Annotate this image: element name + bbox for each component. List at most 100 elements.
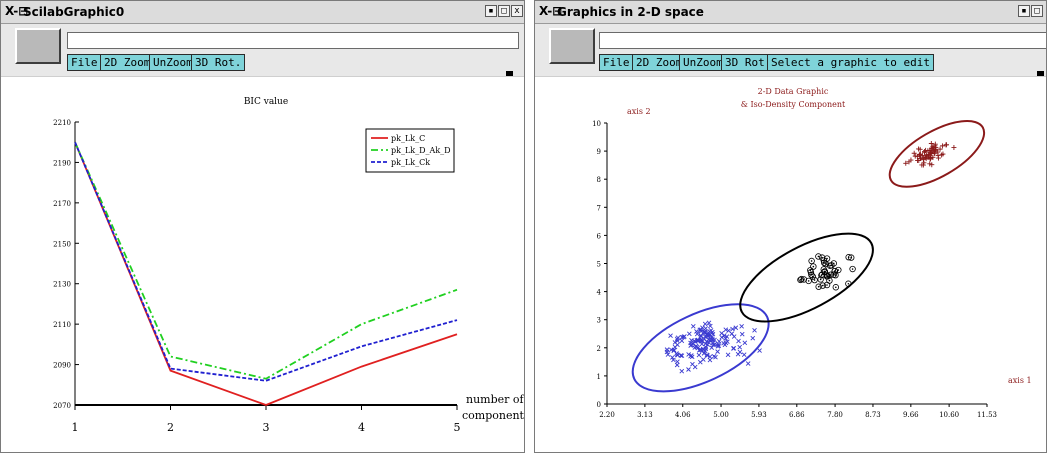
x-tick-label: 5.93 [751,411,767,419]
resize-handle[interactable] [506,71,513,78]
x-tick-label: 2.20 [599,411,615,419]
chart-title-line1: 2-D Data Graphic [758,87,829,96]
y-tick-label: 10 [592,120,601,128]
menu-3d-rot[interactable]: 3D Rot. [721,54,776,71]
x-tick-label: 1 [72,421,79,434]
y-tick-label: 2170 [53,200,71,208]
scilab-graphic-window: X-⊟ ScilabGraphic0 ▪ □ x File 2D Zoom Un… [0,0,525,453]
y-tick-label: 2110 [53,321,71,329]
menu-2d-zoom[interactable]: 2D Zoom [100,54,155,71]
y-tick-label: 2130 [53,281,71,289]
menu-2d-zoom[interactable]: 2D Zoom [632,54,687,71]
data-point-dot [830,264,833,267]
data-point-dot [810,260,813,262]
x-tick-label: 3.13 [637,411,653,419]
x-window-icon: X-⊟ [539,4,563,18]
graphic-select-button[interactable] [549,28,595,64]
data-point-x [701,329,707,335]
data-point-circle [819,282,826,289]
x-tick-label: 5.00 [713,411,729,419]
data-point-x [689,353,694,358]
y-tick-label: 0 [597,401,601,409]
data-point-x [741,352,747,357]
menu-3d-rot[interactable]: 3D Rot. [191,54,246,71]
data-point-x [731,345,737,351]
menu-unzoom[interactable]: UnZoom [679,54,727,71]
minimize-button[interactable]: ▪ [485,5,497,17]
iso-density-ellipse [888,120,986,188]
legend-label: pk_Lk_C [391,134,425,143]
data-point-circle [823,273,831,280]
data-point-plus [925,154,931,160]
data-point-plus [929,162,935,168]
data-point-dot [834,274,837,276]
title-bar[interactable]: X-⊟ ScilabGraphic0 ▪ □ x [1,1,524,24]
data-point-x [707,354,713,359]
data-point-x [745,361,751,366]
data-point-x [672,344,678,350]
data-point-x [697,327,703,333]
maximize-button[interactable]: □ [498,5,510,17]
y-axis-label: axis 2 [627,107,651,116]
data-point-x [731,334,737,339]
maximize-button[interactable]: □ [1031,5,1043,17]
data-point-dot [821,284,824,287]
menu-file[interactable]: File [67,54,102,71]
x-tick-label: 5 [454,421,461,434]
data-point-dot [811,275,814,278]
data-point-x [695,345,701,351]
data-point-x [681,334,686,340]
data-point-dot [833,270,836,272]
toolbar: File 2D Zoom UnZoom 3D Rot. [1,24,524,78]
x-axis-label-line2: components [462,409,524,422]
menu-file[interactable]: File [599,54,634,71]
x-tick-label: 8.73 [865,411,881,419]
data-point-dot [820,274,823,277]
data-point-dot [810,271,812,274]
menu-select-graphic[interactable]: Select a graphic to edit [767,54,934,71]
data-point-x [686,367,691,372]
data-point-plus [951,145,957,151]
data-point-circle [808,257,815,265]
data-point-x [694,329,699,334]
data-point-x [713,354,718,360]
data-point-plus [928,150,934,156]
data-point-x [706,320,712,326]
data-point-circle [849,265,856,273]
data-point-x [723,327,729,332]
message-field[interactable] [599,32,1046,49]
x-axis-label-line1: number of [466,393,524,406]
title-bar[interactable]: X-⊟ Graphics in 2-D space ▪ □ [535,1,1046,24]
data-point-dot [847,256,850,259]
plot-canvas: 2-D Data Graphic & Iso-Density Component… [535,76,1046,452]
iso-density-ellipse [631,303,770,393]
close-button[interactable]: x [511,5,523,17]
graphic-select-button[interactable] [15,28,61,64]
data-point-x [708,323,713,329]
resize-handle[interactable] [1037,71,1044,78]
data-point-x [715,349,720,354]
data-point-x [739,331,745,337]
data-point-x [694,331,700,337]
data-point-plus [906,159,912,165]
minimize-button[interactable]: ▪ [1018,5,1030,17]
data-point-plus [928,141,934,147]
data-point-x [719,334,725,340]
data-point-x [668,333,673,338]
data-point-plus [921,149,927,155]
data-point-x [701,351,707,356]
data-point-dot [826,257,828,260]
data-point-x [709,345,715,350]
data-point-plus [935,155,941,161]
data-point-x [752,327,757,333]
message-field[interactable] [67,32,519,49]
data-point-x [725,352,731,358]
legend-label: pk_Lk_D_Ak_D [391,146,451,155]
y-tick-label: 2210 [53,119,71,127]
data-point-x [687,331,692,337]
y-tick-label: 9 [597,148,601,156]
plot-canvas: BIC value number of components 2070 2090 2… [1,76,524,452]
x-tick-label: 2 [167,421,174,434]
data-point-circle [810,263,817,270]
menu-unzoom[interactable]: UnZoom [149,54,197,71]
